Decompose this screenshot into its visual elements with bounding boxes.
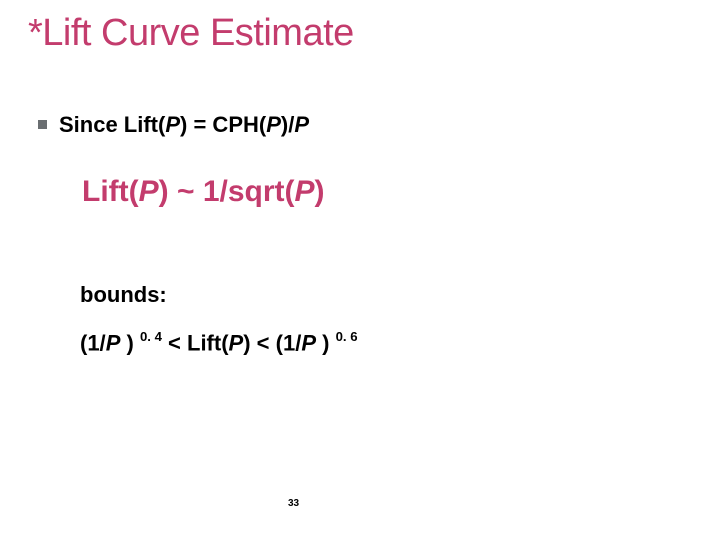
- bullet-line: Since Lift(P) = CPH(P)/P: [38, 112, 309, 138]
- bf-exp1: 0. 4: [140, 329, 162, 344]
- bounds-label: bounds:: [80, 282, 167, 308]
- slide: *Lift Curve Estimate Since Lift(P) = CPH…: [0, 0, 720, 540]
- bounds-formula: (1/P ) 0. 4 < Lift(P) < (1/P ) 0. 6: [80, 330, 358, 356]
- bf-p2: P: [229, 330, 244, 355]
- bf-post2: ): [316, 330, 336, 355]
- bullet-mid2: )/: [281, 112, 294, 137]
- bf-mid1: < Lift(: [162, 330, 229, 355]
- bullet-p3: P: [294, 112, 309, 137]
- formula-post: ): [315, 175, 325, 208]
- bullet-prefix: Since Lift(: [59, 112, 165, 137]
- slide-title: *Lift Curve Estimate: [28, 12, 354, 55]
- formula-p1: P: [139, 175, 159, 208]
- bullet-text: Since Lift(P) = CPH(P)/P: [59, 112, 309, 138]
- bf-exp2: 0. 6: [336, 329, 358, 344]
- bf-p1: P: [106, 330, 121, 355]
- bf-pre: (1/: [80, 330, 106, 355]
- bullet-p2: P: [266, 112, 281, 137]
- bullet-p1: P: [165, 112, 180, 137]
- formula-pre1: Lift(: [82, 175, 139, 208]
- page-number: 33: [288, 498, 299, 509]
- bullet-mid1: ) = CPH(: [180, 112, 266, 137]
- formula-mid: ) ~ 1/sqrt(: [159, 175, 295, 208]
- formula-p2: P: [295, 175, 315, 208]
- bullet-marker: [38, 120, 47, 129]
- bf-mid2: ) < (1/: [243, 330, 301, 355]
- bf-post1: ): [120, 330, 140, 355]
- lift-formula: Lift(P) ~ 1/sqrt(P): [82, 175, 325, 209]
- bf-p3: P: [301, 330, 316, 355]
